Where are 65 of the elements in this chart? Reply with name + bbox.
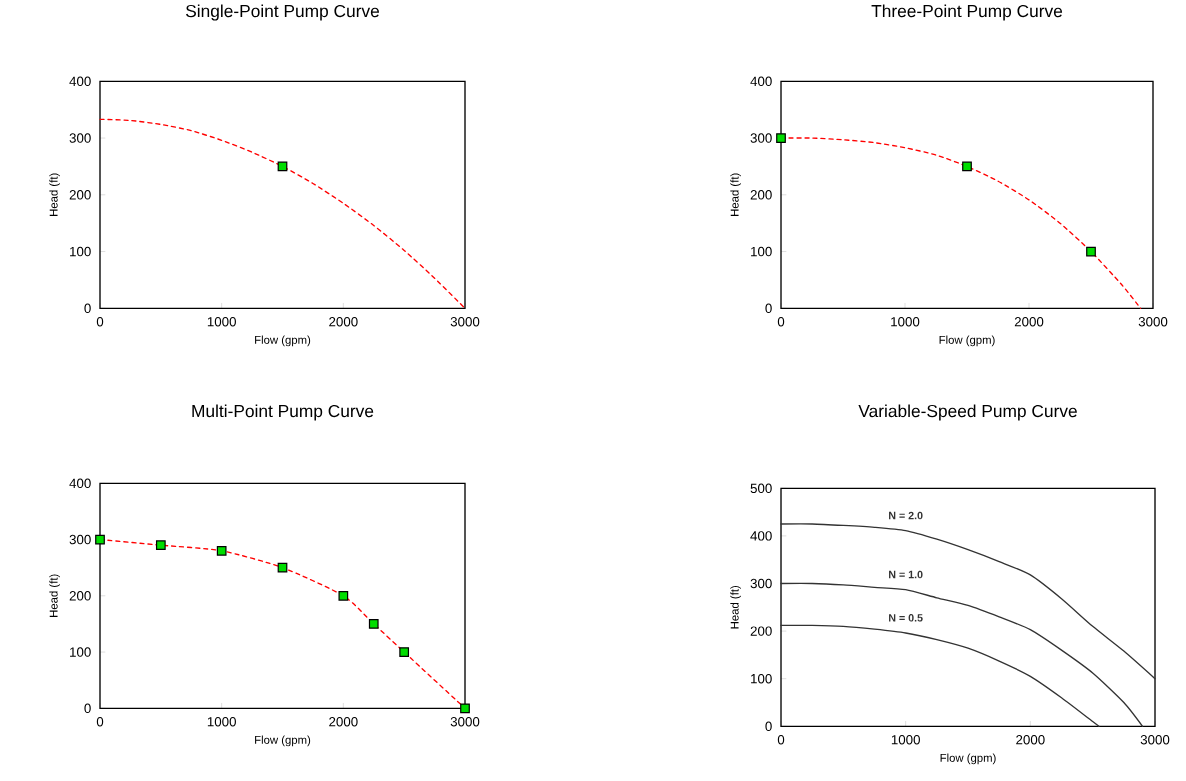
y-axis-title: Head (ft) [49, 173, 60, 216]
x-tick-label: 2000 [329, 716, 358, 727]
y-tick-label: 0 [765, 303, 772, 313]
y-tick-label: 300 [750, 578, 772, 589]
x-tick-label: 1000 [891, 316, 920, 327]
point [962, 161, 972, 172]
point [1086, 246, 1096, 257]
x-axis-title: Flow (gpm) [939, 335, 995, 347]
point [216, 545, 227, 556]
line-series [780, 523, 1156, 680]
x-tick-label: 0 [777, 316, 785, 327]
y-tick-label: 100 [70, 647, 91, 657]
point [338, 590, 349, 601]
x-tick-label: 1000 [891, 734, 920, 745]
x-tick-label: 2000 [1016, 734, 1045, 745]
y-axis-title: Head (ft) [49, 574, 60, 617]
chart-title: Three-Point Pump Curve [871, 4, 1063, 21]
x-tick-label: 1000 [207, 316, 236, 327]
x-axis-title: Flow (gpm) [255, 335, 311, 347]
series-label: N = 1.0 [889, 570, 923, 579]
line-series [780, 624, 1100, 727]
x-tick-label: 0 [96, 716, 104, 727]
y-tick-label: 200 [750, 626, 772, 636]
point [277, 562, 288, 573]
y-tick-label: 0 [84, 303, 91, 313]
x-tick-label: 3000 [1140, 734, 1170, 745]
x-tick-label: 2000 [1014, 316, 1044, 327]
point [776, 133, 786, 143]
x-axis-title: Flow (gpm) [940, 753, 996, 765]
x-tick-label: 0 [777, 734, 785, 745]
y-tick-label: 100 [751, 246, 772, 257]
y-axis-title: Head (ft) [730, 173, 741, 216]
x-tick-label: 3000 [450, 316, 480, 327]
y-axis-title: Head (ft) [730, 585, 741, 629]
point [460, 703, 470, 714]
y-tick-label: 0 [84, 703, 91, 713]
y-tick-label: 200 [69, 590, 91, 601]
y-tick-label: 500 [750, 483, 772, 493]
x-tick-label: 3000 [450, 716, 480, 727]
y-tick-label: 300 [69, 534, 91, 545]
y-tick-label: 100 [70, 246, 91, 257]
y-tick-label: 300 [69, 133, 91, 143]
y-tick-label: 200 [69, 189, 91, 200]
y-tick-label: 400 [69, 76, 91, 86]
line-series [780, 582, 1144, 727]
chart-title: Variable-Speed Pump Curve [858, 404, 1077, 421]
x-tick-label: 1000 [207, 716, 236, 727]
chart-title: Multi-Point Pump Curve [192, 404, 374, 421]
point [155, 540, 166, 550]
y-tick-label: 300 [750, 133, 772, 143]
x-axis-title: Flow (gpm) [255, 735, 311, 747]
point [95, 534, 105, 545]
x-tick-label: 2000 [329, 316, 358, 327]
y-tick-label: 200 [750, 189, 772, 200]
point [399, 647, 410, 657]
x-tick-label: 3000 [1138, 316, 1168, 327]
y-tick-label: 100 [751, 673, 772, 684]
x-tick-label: 0 [96, 316, 104, 327]
y-tick-label: 400 [750, 76, 772, 86]
series-label: N = 0.5 [889, 613, 923, 622]
point [368, 618, 379, 629]
series-label: N = 2.0 [889, 511, 923, 520]
chart-title: Single-Point Pump Curve [185, 4, 379, 21]
y-tick-label: 400 [69, 478, 91, 488]
y-tick-label: 400 [750, 531, 772, 541]
